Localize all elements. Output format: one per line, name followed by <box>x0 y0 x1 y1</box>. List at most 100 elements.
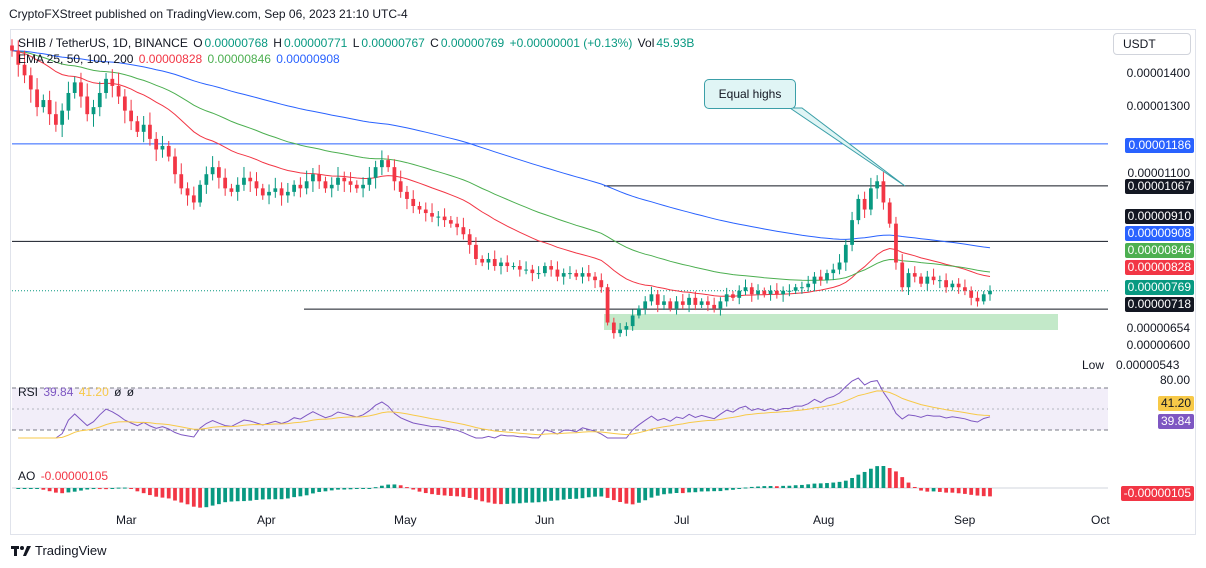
candle-body <box>637 308 641 316</box>
candle-body <box>35 89 39 108</box>
candle-body <box>931 276 936 281</box>
candle-body <box>16 50 21 65</box>
ao-bar <box>887 468 892 488</box>
candle <box>35 78 39 117</box>
ema200-value: 0.00000908 <box>276 52 340 66</box>
candle-body <box>756 290 760 295</box>
candle <box>944 273 948 293</box>
ao-bar <box>674 488 679 493</box>
ao-bar <box>624 488 629 504</box>
candle-body <box>292 184 296 192</box>
candle <box>599 273 604 293</box>
ao-bar <box>329 488 334 491</box>
ao-bar <box>28 488 33 489</box>
candle-body <box>699 301 704 305</box>
ao-label[interactable]: AO <box>18 469 36 483</box>
candle <box>336 166 340 191</box>
ao-bar <box>605 488 610 498</box>
candle <box>925 270 930 291</box>
ao-bar <box>461 488 466 497</box>
symbol-title[interactable]: SHIB / TetherUS, 1D, BINANCE <box>18 36 188 50</box>
ao-bar <box>919 488 923 491</box>
ao-bar <box>298 488 303 497</box>
candle <box>285 182 290 203</box>
ao-bar <box>292 488 296 498</box>
candle <box>988 285 992 301</box>
candle-body <box>235 184 240 192</box>
ao-bar <box>148 488 152 496</box>
ao-bar <box>699 488 704 492</box>
rsi-band <box>12 388 1108 430</box>
candle-body <box>436 216 441 218</box>
ao-bar <box>944 488 948 493</box>
candle <box>148 112 152 146</box>
candle <box>298 177 303 198</box>
ao-bar <box>467 488 472 499</box>
candle <box>392 159 397 191</box>
candle <box>442 208 447 227</box>
ema-label[interactable]: EMA 25, 50, 100, 200 <box>18 52 134 66</box>
callout-pointer <box>788 107 906 187</box>
candle <box>887 198 892 228</box>
ao-bar <box>474 488 478 500</box>
ao-bar <box>179 488 184 503</box>
ao-bar <box>630 488 635 505</box>
candle <box>367 166 372 191</box>
candle <box>680 294 685 310</box>
ao-bar <box>260 488 265 500</box>
currency-button[interactable]: USDT <box>1113 33 1191 55</box>
ao-bar <box>875 466 880 488</box>
ao-bar <box>825 483 829 488</box>
candle <box>474 237 478 266</box>
candle <box>348 172 353 193</box>
candle <box>875 175 880 199</box>
candle-body <box>499 262 503 267</box>
ao-bar <box>210 488 215 506</box>
ao-bar <box>931 488 936 492</box>
candle <box>398 170 403 198</box>
ao-bar <box>737 488 742 489</box>
ema200-line <box>11 50 991 249</box>
ao-bar <box>680 488 685 494</box>
candle-body <box>54 114 58 125</box>
ao-bar <box>856 474 861 488</box>
rsi-line <box>18 377 991 439</box>
candle-body <box>317 174 322 182</box>
candle-body <box>411 198 416 206</box>
ao-bar <box>843 480 848 488</box>
ao-bar <box>72 488 77 492</box>
rsi-label[interactable]: RSI <box>18 385 39 399</box>
candle <box>361 177 365 198</box>
rsi-extra-2: ø <box>126 385 135 399</box>
candle-body <box>862 198 867 210</box>
candle <box>166 140 171 162</box>
candle-body <box>812 276 817 284</box>
equal-highs-callout[interactable]: Equal highs <box>704 79 796 109</box>
candle <box>693 291 698 311</box>
candle <box>273 177 278 198</box>
candle-body <box>22 64 27 76</box>
tradingview-footer[interactable]: TradingView <box>11 543 107 558</box>
candle-body <box>298 184 303 189</box>
candle <box>455 216 459 236</box>
candle <box>436 211 441 227</box>
ao-bar <box>774 486 779 488</box>
candle-body <box>342 177 347 182</box>
ao-bar <box>536 488 541 503</box>
candle-body <box>185 188 190 196</box>
ao-bar <box>317 488 322 492</box>
rsi-legend: RSI 39.84 41.20 ø ø <box>18 385 136 399</box>
candle-body <box>323 181 328 189</box>
candle-body <box>963 287 967 291</box>
candle <box>191 186 196 210</box>
candle-body <box>354 184 359 189</box>
ao-bar <box>160 488 165 498</box>
candle-body <box>599 280 604 288</box>
ao-bar <box>16 488 21 489</box>
ao-bar <box>367 488 372 489</box>
vol-label: Vol <box>637 36 655 50</box>
candle <box>618 323 622 337</box>
price-tick: 0.00000654 <box>1126 321 1190 335</box>
ao-bar <box>342 488 347 490</box>
